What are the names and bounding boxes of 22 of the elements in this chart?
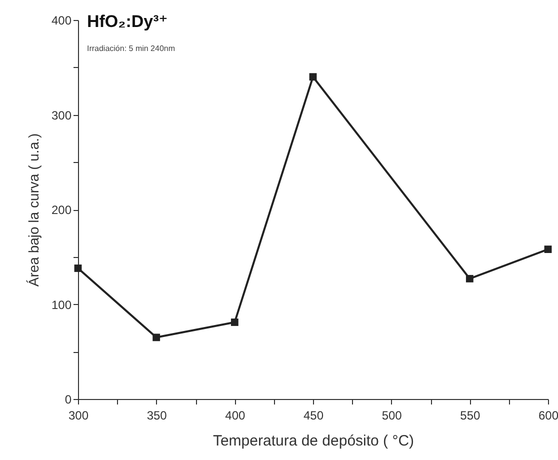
y-tick-label: 400	[51, 14, 72, 28]
y-tick-label: 0	[64, 392, 72, 406]
y-axis-title: Área bajo la curva ( u.a.)	[25, 133, 42, 287]
x-tick-label: 600	[538, 408, 558, 422]
point	[230, 318, 238, 326]
text: Irradiación: 5 min 240nm	[86, 44, 176, 53]
point	[466, 274, 474, 282]
point	[309, 73, 317, 81]
y-tick-label: 300	[51, 108, 72, 122]
chart-title: HfO₂:Dy³⁺	[86, 12, 168, 31]
x-tick-label: 450	[303, 408, 324, 422]
x-tick-label: 350	[146, 408, 168, 422]
y-tick-label: 200	[51, 203, 72, 217]
x-tick-label: 500	[382, 408, 402, 422]
point	[544, 246, 552, 254]
x-tick-label: 300	[68, 408, 89, 422]
point	[74, 264, 82, 272]
y-tick-label: 100	[51, 298, 72, 312]
point	[152, 334, 160, 342]
x-tick-label: 400	[225, 408, 246, 422]
x-tick-label: 550	[460, 408, 480, 422]
x-axis-title: Temperatura de depósito ( °C)	[212, 432, 414, 450]
